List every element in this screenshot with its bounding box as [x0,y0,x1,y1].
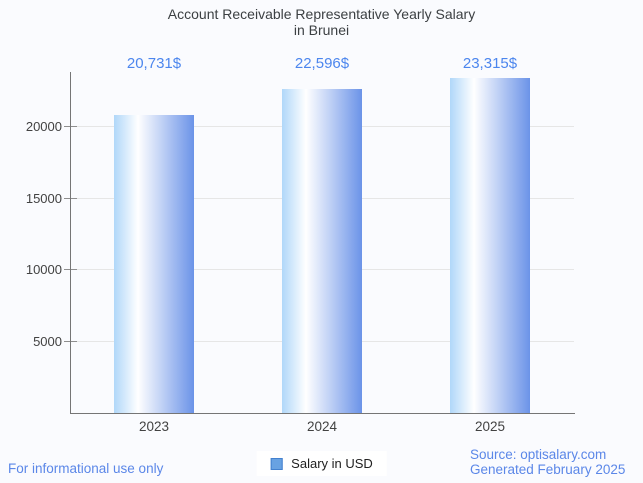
y-axis-line [70,72,71,414]
bar-2024[interactable] [282,88,362,413]
y-axis-label: 5000 [33,334,62,349]
bar-value-label-2023: 20,731$ [126,55,182,72]
generated-text: Generated February 2025 [470,462,626,477]
legend-label: Salary in USD [291,456,373,471]
bar-2025[interactable] [450,78,530,413]
y-axis-label: 15000 [25,191,62,206]
bar-value-label-2024: 22,596$ [294,55,350,72]
source-text: Source: optisalary.com [470,447,607,462]
chart-title: Account Receivable Representative Yearly… [0,6,643,38]
attribution-block: Source: optisalary.com Generated Februar… [470,447,625,477]
bar-2023[interactable] [114,115,194,413]
chart-title-line2: in Brunei [293,22,350,38]
bar-value-label-2025: 23,315$ [462,55,518,72]
legend-swatch-icon [270,457,283,470]
x-axis-line [70,413,575,414]
x-axis-label-2023: 2023 [138,419,170,434]
y-axis-label: 10000 [25,262,62,277]
x-axis-label-2024: 2024 [306,419,338,434]
x-axis-label-2025: 2025 [474,419,506,434]
y-axis-label: 20000 [25,119,62,134]
disclaimer-text: For informational use only [8,461,164,476]
chart-title-line1: Account Receivable Representative Yearly… [167,6,476,22]
legend: Salary in USD [256,451,387,476]
